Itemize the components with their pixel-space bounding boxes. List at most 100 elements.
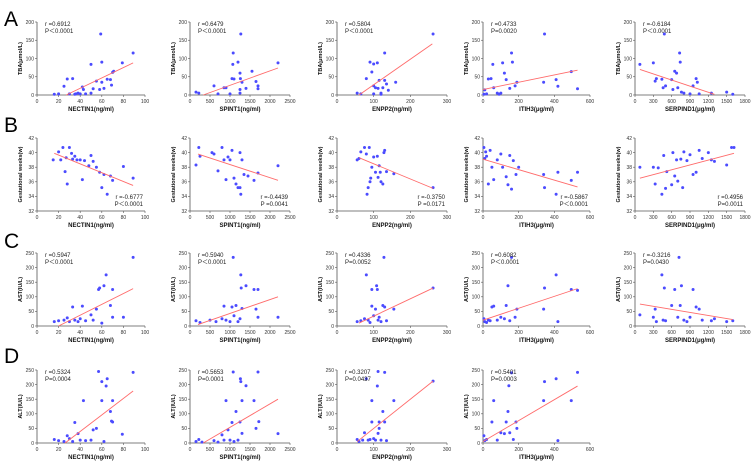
y-tick-label: 0 (31, 93, 34, 99)
data-point (244, 284, 248, 288)
x-tick-label: 0 (36, 330, 39, 336)
data-point (89, 154, 93, 158)
data-point (194, 319, 198, 323)
data-point (543, 380, 547, 384)
r-value: r =0.5324 (45, 370, 71, 376)
data-point (52, 92, 56, 96)
x-tick-label: 1500 (244, 330, 255, 336)
data-point (238, 186, 242, 190)
p-value: P =0.0041 (261, 202, 289, 208)
data-point (514, 173, 518, 176)
data-point (508, 319, 512, 323)
y-axis-label: ALT(IU/L) (318, 394, 324, 419)
data-point (121, 164, 125, 168)
y-axis-label: AST(IU/L) (18, 277, 24, 302)
x-tick-label: 100 (369, 215, 378, 221)
data-point (256, 315, 260, 319)
data-point (542, 173, 546, 176)
x-tick-label: 0 (36, 447, 39, 453)
data-point (94, 165, 98, 169)
data-point (256, 84, 260, 88)
data-point (120, 61, 124, 65)
data-point (368, 180, 372, 184)
data-point (725, 90, 729, 94)
data-point (57, 319, 61, 323)
x-tick-label: 0 (634, 99, 637, 105)
data-point (236, 320, 240, 324)
y-tick-label: 0 (331, 324, 334, 330)
x-tick-label: 200 (514, 99, 523, 105)
data-point (673, 69, 677, 73)
x-axis-label: ENPP2(ng/ml) (372, 223, 412, 229)
data-point (664, 84, 668, 88)
data-point (71, 77, 75, 81)
y-tick-label: 200 (472, 20, 481, 26)
panel-letter: C (4, 230, 19, 253)
data-point (502, 71, 506, 75)
data-point (510, 60, 514, 64)
y-tick-label: 50 (626, 309, 632, 315)
data-point (375, 61, 379, 65)
p-value: P＜0.0001 (345, 29, 374, 35)
regression-line (58, 288, 134, 327)
data-point (383, 305, 387, 309)
x-tick-label: 1200 (703, 99, 714, 105)
data-point (712, 317, 716, 321)
y-tick-label: 40 (626, 150, 632, 156)
data-point (486, 182, 490, 186)
regression-line (356, 380, 434, 442)
x-tick-label: 100 (369, 447, 378, 453)
data-point (252, 399, 256, 403)
x-tick-label: 100 (141, 330, 150, 336)
data-point (238, 317, 242, 321)
y-tick-label: 38 (28, 165, 34, 171)
data-point (73, 154, 77, 158)
p-value: P＜0.0001 (491, 260, 520, 266)
data-point (97, 369, 101, 373)
p-value: P=0.0001 (198, 377, 225, 383)
data-point (386, 88, 390, 92)
data-point (80, 178, 84, 182)
data-point (62, 84, 66, 88)
x-tick-label: 400 (550, 330, 559, 336)
data-point (431, 32, 435, 36)
x-tick-label: 300 (649, 215, 658, 221)
y-tick-label: 42 (328, 136, 334, 142)
data-point (364, 377, 368, 381)
data-point (372, 155, 376, 159)
y-axis-label: Gestational weeks(w) (616, 146, 622, 202)
data-point (381, 182, 385, 186)
data-point (383, 78, 387, 82)
data-point (105, 192, 109, 196)
r-value: r =0.4733 (491, 22, 517, 28)
data-point (228, 92, 232, 96)
y-tick-label: 32 (474, 209, 480, 215)
y-tick-label: 250 (179, 251, 188, 257)
data-point (691, 288, 695, 291)
data-point (517, 165, 521, 169)
y-axis-label: TBA(μmol/L) (318, 42, 324, 75)
x-tick-label: 0 (336, 99, 339, 105)
data-point (510, 187, 514, 191)
scatter-panel: 0 500 1000 1500 2000 2500 0 50 100 150 200 SPINT1(n… (171, 20, 296, 113)
data-point (378, 170, 382, 174)
y-tick-label: 0 (629, 324, 632, 330)
data-point (369, 176, 373, 180)
y-tick-label: 250 (326, 368, 335, 374)
data-point (556, 439, 560, 443)
data-point (731, 92, 735, 96)
data-point (256, 288, 260, 291)
data-point (709, 319, 713, 323)
data-point (234, 304, 238, 308)
y-tick-label: 50 (28, 75, 34, 81)
data-point (89, 438, 93, 442)
data-point (78, 317, 82, 321)
data-point (91, 428, 95, 432)
data-point (250, 69, 254, 73)
scatter-panel: 0 100 200 300 32 34 36 38 40 42 ENPP2(ng/ml) Gestat… (318, 136, 451, 229)
y-tick-label: 0 (629, 93, 632, 99)
data-point (661, 86, 665, 90)
data-point (198, 154, 202, 158)
data-point (712, 159, 716, 163)
y-tick-label: 150 (624, 280, 633, 286)
